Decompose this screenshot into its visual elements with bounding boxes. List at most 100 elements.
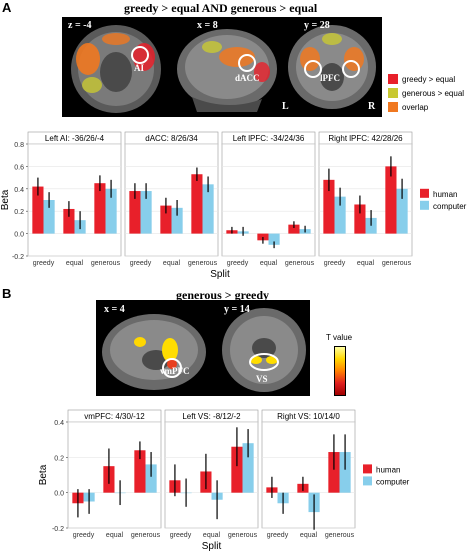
x-axis-label: Split bbox=[210, 269, 230, 280]
bar-human bbox=[385, 166, 397, 234]
coronal-slice bbox=[288, 25, 376, 109]
bar-human bbox=[323, 179, 335, 234]
facet-title: Left AI: -36/26/-4 bbox=[45, 134, 105, 143]
facet-title: Right VS: 10/14/0 bbox=[277, 412, 340, 421]
legend-swatch-computer bbox=[363, 476, 372, 486]
sagittal-slice-b bbox=[102, 314, 206, 390]
bar-human bbox=[328, 452, 340, 493]
bar-human bbox=[354, 204, 366, 234]
x-tick-label: equal bbox=[203, 532, 221, 539]
legend-swatch-greedy bbox=[388, 74, 398, 84]
bar-computer bbox=[145, 464, 157, 493]
bar-human bbox=[288, 224, 300, 234]
activation-legend-a: greedy > equal generous > equal overlap bbox=[388, 72, 464, 114]
orientation-right: R bbox=[368, 101, 376, 112]
x-tick-label: greedy bbox=[130, 260, 152, 267]
bar-human bbox=[191, 174, 203, 234]
colorbar bbox=[334, 346, 346, 396]
y-tick-label: -0.2 bbox=[52, 526, 64, 533]
x-tick-label: equal bbox=[106, 532, 124, 539]
roi-label-vs: VS bbox=[256, 374, 268, 384]
x-tick-label: greedy bbox=[73, 532, 95, 539]
legend-label-human: human bbox=[376, 465, 400, 474]
slice-coord-y-b: y = 14 bbox=[224, 304, 250, 315]
bar-human bbox=[32, 186, 44, 234]
legend-label-generous: generous > equal bbox=[402, 88, 465, 98]
y-tick-label: 0.4 bbox=[14, 187, 24, 194]
coronal-slice-b bbox=[222, 308, 306, 392]
facet-title: Left VS: -8/12/-2 bbox=[182, 412, 241, 421]
bar-chart-a: Beta -0.2 0.0 0.2 0.4 0.6 0.8 Left AI: -36/26/-… bbox=[0, 131, 467, 280]
legend-swatch-human bbox=[363, 464, 372, 474]
y-tick-label: -0.2 bbox=[12, 254, 24, 261]
bar-computer bbox=[334, 196, 346, 234]
x-tick-label: generous bbox=[285, 260, 315, 267]
legend-swatch-overlap bbox=[388, 102, 398, 112]
y-tick-label: 0.8 bbox=[14, 142, 24, 149]
bar-human bbox=[94, 183, 106, 234]
x-tick-label: generous bbox=[91, 260, 121, 267]
x-tick-label: generous bbox=[188, 260, 218, 267]
slice-coord-x: x = 8 bbox=[197, 20, 218, 31]
slice-coord-x-b: x = 4 bbox=[104, 304, 125, 315]
legend-swatch-generous bbox=[388, 88, 398, 98]
bar-computer bbox=[242, 443, 254, 493]
bar-computer bbox=[171, 207, 183, 234]
bar-human bbox=[134, 450, 146, 493]
bar-human bbox=[231, 446, 243, 493]
y-tick-label: 0.4 bbox=[54, 420, 64, 427]
legend-item-overlap: overlap bbox=[388, 100, 464, 114]
roi-label-dacc: dACC bbox=[235, 73, 260, 83]
roi-label-lpfc: lPFC bbox=[320, 73, 340, 83]
x-axis-label: Split bbox=[202, 541, 222, 552]
bar-human bbox=[63, 208, 75, 234]
y-tick-label: 0.0 bbox=[54, 491, 64, 498]
brain-image-panel-b: x = 4 y = 14 vmPFC VS bbox=[96, 300, 310, 396]
x-tick-label: equal bbox=[260, 260, 278, 267]
x-tick-label: greedy bbox=[33, 260, 55, 267]
slice-coord-z: z = -4 bbox=[68, 20, 92, 31]
legend-label-human: human bbox=[433, 190, 457, 199]
x-tick-label: greedy bbox=[324, 260, 346, 267]
bar-computer bbox=[268, 233, 280, 245]
x-tick-label: equal bbox=[357, 260, 375, 267]
bar-chart-b: Beta -0.2 0.0 0.2 0.4 vmPFC: 4/30/-12 greedy eq… bbox=[38, 409, 410, 552]
bar-human bbox=[129, 191, 141, 234]
legend-label-greedy: greedy > equal bbox=[402, 74, 456, 84]
x-tick-label: greedy bbox=[267, 532, 289, 539]
legend-swatch-computer bbox=[420, 200, 429, 210]
panel-letter-a: A bbox=[2, 0, 12, 15]
facet-title: vmPFC: 4/30/-12 bbox=[84, 412, 145, 421]
x-tick-label: generous bbox=[131, 532, 161, 539]
x-tick-label: equal bbox=[163, 260, 181, 267]
bar-computer bbox=[339, 452, 351, 493]
bar-computer bbox=[43, 200, 55, 234]
bar-human bbox=[160, 205, 172, 234]
axial-slice bbox=[71, 25, 161, 113]
x-tick-label: generous bbox=[325, 532, 355, 539]
brain-slices-b bbox=[102, 308, 306, 392]
legend-label-computer: computer bbox=[376, 477, 410, 486]
y-axis-label: Beta bbox=[38, 464, 49, 485]
y-tick-label: 0.2 bbox=[54, 455, 64, 462]
sagittal-slice bbox=[177, 29, 277, 112]
bar-computer bbox=[365, 217, 377, 234]
legend-label-computer: computer bbox=[433, 202, 467, 211]
bar-computer bbox=[202, 184, 214, 234]
brain-title-a: greedy > equal AND generous > equal bbox=[124, 1, 318, 15]
x-tick-label: greedy bbox=[170, 532, 192, 539]
y-tick-label: 0.6 bbox=[14, 164, 24, 171]
panel-letter-b: B bbox=[2, 286, 12, 301]
y-tick-label: 0.0 bbox=[14, 232, 24, 239]
facet-title: Left lPFC: -34/24/36 bbox=[233, 134, 305, 143]
x-tick-label: greedy bbox=[227, 260, 249, 267]
orientation-left: L bbox=[282, 101, 289, 112]
legend-swatch-human bbox=[420, 188, 429, 198]
legend-label-overlap: overlap bbox=[402, 102, 429, 112]
facet-title: Right lPFC: 42/28/26 bbox=[328, 134, 403, 143]
x-tick-label: generous bbox=[382, 260, 412, 267]
brain-title-b: generous > greedy bbox=[176, 288, 270, 302]
legend-item-greedy: greedy > equal bbox=[388, 72, 464, 86]
legend-item-generous: generous > equal bbox=[388, 86, 464, 100]
x-tick-label: equal bbox=[300, 532, 318, 539]
